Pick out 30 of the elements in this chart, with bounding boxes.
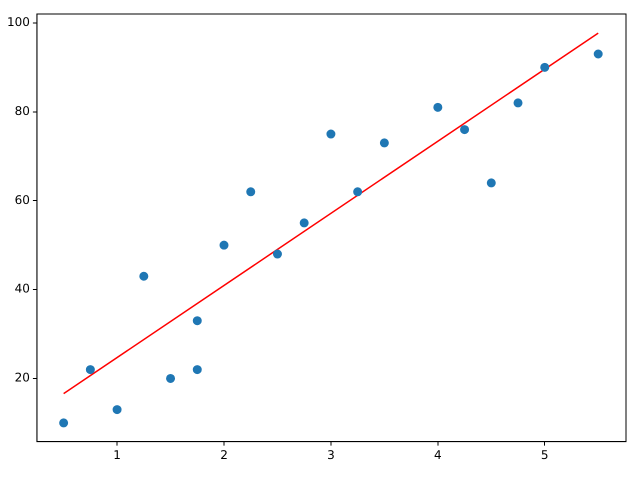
point — [353, 187, 362, 196]
point — [460, 125, 470, 134]
x-tick-label: 2 — [220, 448, 228, 462]
point — [272, 250, 282, 259]
point — [594, 50, 603, 59]
x-tick-label: 5 — [540, 448, 549, 462]
point — [139, 272, 148, 281]
point — [86, 365, 95, 374]
point — [112, 405, 122, 414]
point — [540, 62, 550, 72]
point — [192, 365, 202, 374]
point — [300, 218, 309, 228]
y-tick-label: 40 — [14, 282, 30, 296]
point — [486, 178, 496, 188]
y-tick-label: 60 — [14, 192, 30, 207]
x-tick-label: 4 — [434, 448, 442, 462]
point — [326, 130, 336, 139]
point — [246, 187, 256, 196]
point — [220, 240, 229, 250]
x-tick-label: 1 — [113, 448, 121, 462]
y-tick-label: 100 — [7, 15, 30, 30]
point — [166, 374, 176, 383]
y-tick-label: 20 — [14, 370, 30, 385]
point — [514, 98, 523, 108]
point — [59, 418, 68, 428]
x-tick-label: 3 — [327, 448, 335, 462]
point — [380, 138, 389, 148]
y-tick-label: 80 — [14, 104, 30, 118]
point — [192, 316, 202, 326]
point — [433, 102, 442, 112]
